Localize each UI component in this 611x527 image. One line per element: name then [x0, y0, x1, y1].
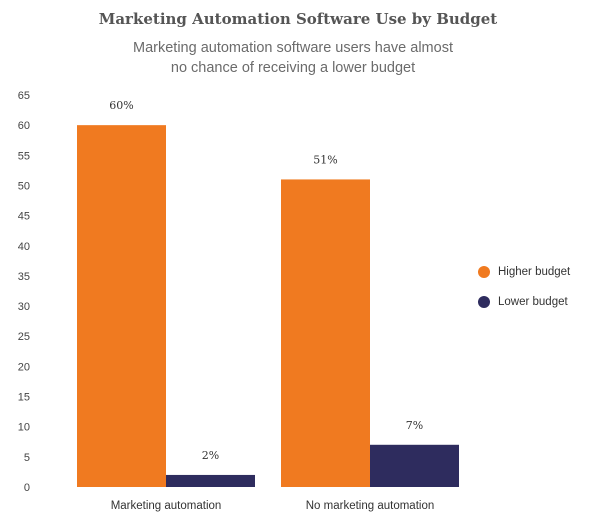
bar-higher-budget-no-marketing-automation — [281, 179, 370, 487]
legend-label-lower-budget: Lower budget — [498, 296, 568, 308]
chart-title: Marketing Automation Software Use by Bud… — [98, 10, 498, 28]
data-label-higher-budget-no-marketing-automation: 51% — [313, 153, 337, 166]
y-tick-label-50: 50 — [18, 180, 30, 192]
y-tick-label-45: 45 — [18, 211, 30, 223]
y-tick-label-40: 40 — [18, 241, 30, 253]
y-tick-label-5: 5 — [24, 452, 30, 464]
y-tick-label-0: 0 — [24, 482, 30, 494]
y-tick-label-60: 60 — [18, 120, 30, 132]
x-tick-label-no-marketing-automation: No marketing automation — [306, 500, 434, 512]
bar-lower-budget-no-marketing-automation — [370, 444, 459, 487]
legend-item-higher-budget: Higher budget — [478, 264, 570, 280]
x-tick-label-marketing-automation: Marketing automation — [111, 500, 222, 512]
legend-marker-lower-budget — [478, 296, 490, 308]
x-axis-labels: Marketing automation No marketing automat… — [111, 500, 435, 512]
bars — [77, 125, 459, 488]
bar-higher-budget-marketing-automation — [77, 125, 166, 488]
y-tick-label-25: 25 — [18, 331, 30, 343]
chart-subtitle: Marketing automation software users have… — [133, 40, 453, 76]
y-tick-label-15: 15 — [18, 392, 30, 404]
data-label-lower-budget-no-marketing-automation: 7% — [406, 419, 423, 432]
y-tick-label-10: 10 — [18, 422, 30, 434]
y-tick-label-65: 65 — [18, 90, 30, 102]
y-tick-label-35: 35 — [18, 271, 30, 283]
legend: Higher budget Lower budget — [478, 264, 570, 324]
data-label-higher-budget-marketing-automation: 60% — [109, 99, 133, 112]
legend-item-lower-budget: Lower budget — [478, 294, 570, 310]
data-label-lower-budget-marketing-automation: 2% — [202, 449, 219, 462]
y-tick-label-55: 55 — [18, 150, 30, 162]
y-axis-ticks: 0 5 10 15 20 25 30 35 40 45 50 55 60 65 — [18, 90, 30, 494]
y-tick-label-20: 20 — [18, 361, 30, 373]
bar-lower-budget-marketing-automation — [166, 474, 255, 487]
data-labels: 60% 2% 51% 7% — [109, 99, 423, 462]
legend-marker-higher-budget — [478, 266, 490, 278]
y-tick-label-30: 30 — [18, 301, 30, 313]
legend-label-higher-budget: Higher budget — [498, 266, 571, 278]
